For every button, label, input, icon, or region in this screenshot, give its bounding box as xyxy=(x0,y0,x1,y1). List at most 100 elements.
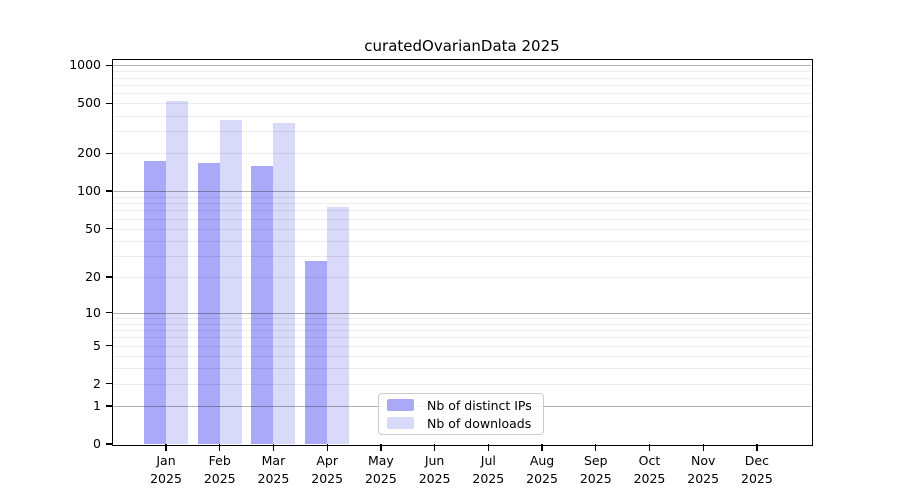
bar-downloads-jan xyxy=(166,100,188,444)
x-tick-year: 2025 xyxy=(311,470,344,486)
gridline-minor xyxy=(113,115,811,117)
x-tick-label: Jan 2025 xyxy=(136,452,196,487)
x-tick-year: 2025 xyxy=(633,470,666,486)
gridline-minor xyxy=(113,93,811,95)
gridline-minor xyxy=(113,277,811,279)
y-tick xyxy=(106,443,113,445)
y-tick-label: 2 xyxy=(93,375,101,391)
x-tick-month: Feb xyxy=(208,453,231,468)
downloads-color-swatch xyxy=(387,417,414,429)
x-tick-year: 2025 xyxy=(687,470,720,486)
gridline-minor xyxy=(113,345,811,347)
x-tick xyxy=(433,444,436,451)
y-tick-label: 20 xyxy=(85,269,101,285)
gridline-minor xyxy=(113,203,811,205)
x-tick xyxy=(165,444,167,451)
x-tick-label: Feb 2025 xyxy=(190,452,250,487)
gridline-minor xyxy=(113,323,811,325)
bar-downloads-mar xyxy=(273,123,296,444)
gridline-minor xyxy=(113,77,811,79)
x-tick-month: Jun xyxy=(424,453,445,468)
gridline-minor xyxy=(113,218,811,220)
x-tick-year: 2025 xyxy=(472,470,505,486)
y-tick xyxy=(106,227,113,230)
gridline-minor xyxy=(113,228,811,230)
x-tick-month: Mar xyxy=(261,453,286,468)
y-tick-label: 0 xyxy=(93,436,101,451)
y-tick xyxy=(106,311,113,314)
x-tick-label: May 2025 xyxy=(351,452,411,487)
plot-area xyxy=(113,60,811,444)
x-tick xyxy=(595,444,597,451)
x-tick-year: 2025 xyxy=(526,470,558,486)
gridline-major xyxy=(113,65,811,67)
legend-item-downloads: Nb of downloads xyxy=(387,416,535,431)
gridline-minor xyxy=(113,240,811,242)
legend: Nb of distinct IPs Nb of downloads xyxy=(378,393,544,435)
x-tick-month: Apr xyxy=(316,453,338,468)
legend-label-ips: Nb of distinct IPs xyxy=(427,397,532,413)
x-tick-label: Dec 2025 xyxy=(727,452,787,487)
bar-downloads-apr xyxy=(327,206,350,444)
gridline-minor xyxy=(113,196,811,198)
x-tick-label: Oct 2025 xyxy=(619,452,679,487)
x-tick-month: Aug xyxy=(529,453,555,468)
x-tick-month: Oct xyxy=(638,453,661,468)
x-tick-label: Sep 2025 xyxy=(566,452,626,487)
x-tick xyxy=(326,444,328,451)
gridline-minor xyxy=(113,330,811,331)
gridline-minor xyxy=(113,210,811,212)
gridline-minor xyxy=(113,255,811,257)
y-tick xyxy=(106,276,113,278)
x-tick xyxy=(756,444,758,451)
x-tick-year: 2025 xyxy=(150,470,182,486)
x-tick xyxy=(272,444,275,451)
y-tick-label: 50 xyxy=(85,220,101,236)
y-tick xyxy=(106,190,113,192)
bar-downloads-feb xyxy=(219,120,242,444)
y-tick-label: 200 xyxy=(77,145,101,161)
y-tick xyxy=(106,102,113,104)
x-tick xyxy=(380,444,382,451)
x-tick-year: 2025 xyxy=(579,470,612,486)
y-tick-label: 100 xyxy=(77,183,101,199)
y-tick-label: 1000 xyxy=(69,57,101,73)
gridline-minor xyxy=(113,84,811,86)
x-tick-label: Jun 2025 xyxy=(405,452,465,487)
y-tick-label: 1 xyxy=(93,398,101,413)
bar-ips-apr xyxy=(305,261,328,444)
x-tick-label: Apr 2025 xyxy=(297,452,357,487)
x-tick-year: 2025 xyxy=(257,470,290,486)
y-tick-label: 5 xyxy=(93,337,101,353)
gridline-major xyxy=(113,312,811,314)
bar-ips-mar xyxy=(251,165,274,444)
gridline-minor xyxy=(113,317,811,319)
y-tick-label: 10 xyxy=(85,304,101,320)
y-tick-label: 500 xyxy=(77,95,101,111)
y-tick xyxy=(106,405,113,407)
y-tick xyxy=(106,64,113,66)
y-tick xyxy=(106,383,113,385)
gridline-minor xyxy=(113,153,811,155)
gridline-minor xyxy=(113,368,811,369)
x-tick-year: 2025 xyxy=(741,470,773,486)
bar-ips-feb xyxy=(197,162,220,444)
chart-title: curatedOvarianData 2025 xyxy=(364,37,560,55)
x-tick-label: Nov 2025 xyxy=(673,452,733,487)
x-tick xyxy=(219,444,221,451)
x-tick xyxy=(487,444,489,451)
x-tick-label: Jul 2025 xyxy=(458,452,518,487)
gridline-minor xyxy=(113,103,811,105)
gridline-minor xyxy=(113,131,811,133)
gridline-minor xyxy=(113,383,811,385)
x-tick xyxy=(648,444,651,451)
gridline-minor xyxy=(113,337,811,339)
legend-label-downloads: Nb of downloads xyxy=(427,415,532,431)
x-tick xyxy=(702,444,704,451)
x-tick-label: Mar 2025 xyxy=(243,452,303,487)
x-tick-year: 2025 xyxy=(203,470,236,486)
x-tick-month: Sep xyxy=(583,453,608,468)
x-tick-month: Jul xyxy=(480,453,496,468)
x-tick-month: Dec xyxy=(744,453,769,468)
